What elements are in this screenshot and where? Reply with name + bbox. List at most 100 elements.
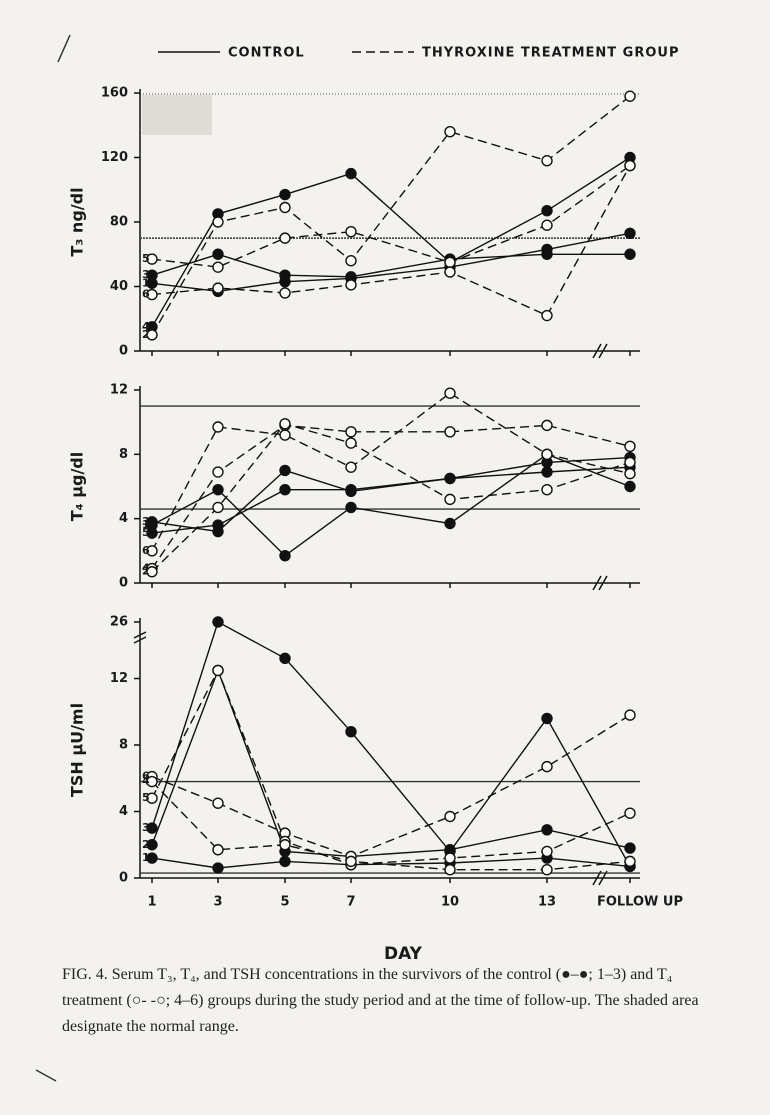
data-point [624, 248, 636, 260]
data-point [212, 248, 224, 260]
y-tick-label: 120 [101, 150, 128, 165]
series-label: 1 [142, 518, 150, 531]
data-point [146, 852, 158, 864]
data-point [541, 484, 553, 496]
y-tick-label: 8 [119, 738, 128, 753]
data-point [146, 545, 158, 557]
data-point [345, 726, 357, 738]
series-label: 4 [142, 562, 150, 575]
series-line [151, 453, 631, 557]
data-point [212, 216, 224, 228]
legend-label: THYROXINE TREATMENT GROUP [422, 46, 680, 61]
data-point [624, 227, 636, 239]
data-point [279, 188, 291, 201]
data-point [444, 426, 456, 438]
data-point [279, 232, 291, 244]
x-tick-label: FOLLOW UP [597, 895, 683, 910]
caption: FIG. 4. Serum T₃, T₄, and TSH concentrat… [62, 966, 699, 1035]
data-point [212, 797, 224, 809]
data-point [444, 810, 456, 823]
data-point [279, 484, 291, 496]
data-point [279, 201, 291, 214]
data-point [444, 852, 456, 864]
data-point [212, 616, 224, 628]
y-tick-label: 80 [110, 215, 128, 230]
data-point [444, 256, 456, 269]
y-axis-label: T₄ μg/dl [68, 452, 87, 522]
series-label: 2 [142, 328, 150, 341]
data-point [541, 243, 553, 256]
data-point [444, 472, 456, 485]
y-tick-label: 12 [110, 671, 128, 686]
panel: T₃ ng/dl 0 40 80 120 160 4 31 2 5 6 [68, 86, 640, 359]
data-point [345, 484, 357, 496]
series-label: 5 [142, 526, 150, 539]
x-axis-label: DAY [384, 944, 423, 960]
series-label: 5 [142, 252, 150, 265]
data-point [541, 712, 553, 725]
series-label: 4 [142, 320, 150, 333]
x-tick-label: 10 [441, 895, 459, 910]
data-point [146, 253, 158, 265]
data-point [541, 760, 553, 773]
data-point [624, 807, 636, 819]
data-point [146, 566, 158, 578]
data-point [146, 277, 158, 289]
series-line [151, 620, 631, 867]
y-tick-label: 12 [110, 383, 128, 398]
data-point [345, 501, 357, 514]
data-point [444, 493, 456, 506]
data-point [212, 501, 224, 514]
data-point [212, 282, 224, 294]
data-point [279, 549, 291, 562]
series-label: 1 [142, 851, 150, 864]
data-point [345, 437, 357, 449]
data-point [279, 839, 291, 851]
data-point [541, 845, 553, 858]
data-point [444, 125, 456, 138]
y-tick-label: 40 [110, 279, 128, 294]
data-point [212, 261, 224, 273]
data-point [624, 842, 636, 854]
data-point [624, 709, 636, 721]
series-line [151, 781, 631, 871]
data-point [212, 421, 224, 433]
x-tick-label: 1 [147, 895, 156, 910]
data-point [212, 844, 224, 856]
series-label: 1 [142, 276, 150, 289]
data-point [146, 329, 158, 341]
series-label: 5 [142, 791, 150, 804]
series-line [151, 668, 631, 866]
axis-break [133, 631, 147, 644]
x-tick-label: 5 [280, 895, 289, 910]
data-point [345, 255, 357, 267]
data-point [279, 429, 291, 441]
x-tick-label: 7 [346, 895, 355, 910]
series-line [151, 857, 631, 869]
series-line [151, 422, 631, 573]
series-line [151, 668, 631, 858]
data-point [541, 419, 553, 432]
series-line [151, 232, 631, 293]
x-tick-label: 13 [538, 895, 556, 910]
data-point [345, 855, 357, 868]
pen-mark [57, 34, 71, 63]
data-point [146, 792, 158, 804]
data-point [146, 527, 158, 539]
data-point [624, 159, 636, 172]
data-point [345, 279, 357, 291]
series-line [151, 714, 631, 858]
data-point [212, 862, 224, 874]
series-label: 4 [142, 775, 150, 788]
data-point [345, 426, 357, 438]
series-line [151, 95, 631, 336]
data-point [624, 456, 636, 469]
data-point [624, 440, 636, 452]
data-point [444, 387, 456, 399]
series-label: 6 [142, 770, 150, 783]
shaded-area [142, 95, 212, 135]
series-line [151, 165, 631, 268]
y-tick-label: 8 [119, 447, 128, 462]
